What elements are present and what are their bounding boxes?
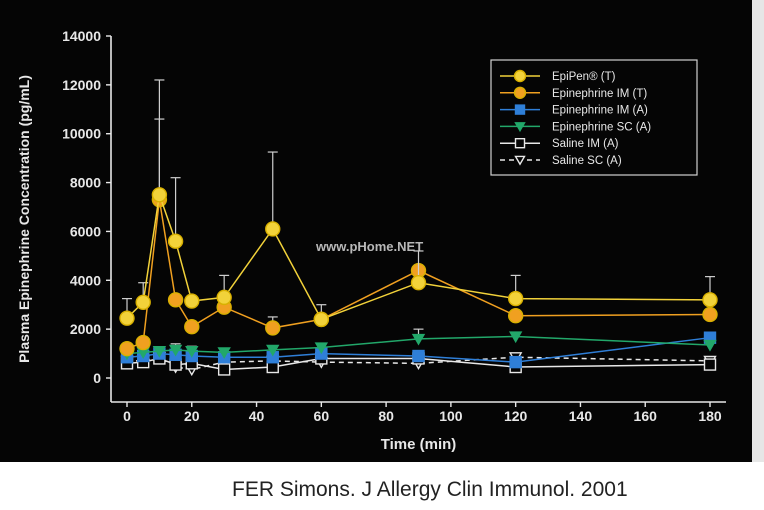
data-point <box>313 311 330 328</box>
chart-svg: 0 2000 4000 6000 8000 10000 12000 14000 0 20 40 60 8… <box>16 28 726 453</box>
legend-label: Saline SC (A) <box>552 155 622 167</box>
y-tick-label: 8000 <box>70 175 101 191</box>
x-tick-label: 120 <box>504 408 528 424</box>
legend-marker <box>514 137 526 149</box>
x-tick-label: 160 <box>634 408 658 424</box>
data-point <box>135 294 151 310</box>
y-tick-label: 10000 <box>62 126 101 142</box>
data-point <box>509 355 522 369</box>
data-point <box>135 334 151 351</box>
legend-marker <box>514 155 526 166</box>
x-tick-label: 180 <box>698 408 722 424</box>
y-tick-label: 2000 <box>70 321 101 337</box>
data-point <box>411 333 426 346</box>
data-point <box>265 221 281 237</box>
data-point <box>152 346 167 358</box>
y-axis-label: Plasma Epinephrine Concentration (pg/mL) <box>16 75 32 363</box>
data-point <box>508 331 523 344</box>
data-point <box>217 363 231 376</box>
data-point <box>184 293 200 309</box>
data-point <box>184 319 200 335</box>
legend-label: EpiPen® (T) <box>552 71 616 83</box>
data-point <box>412 349 425 363</box>
legend-marker <box>514 122 526 133</box>
legend: EpiPen® (T) Epinephrine IM (T) Epinephrine… <box>490 59 698 176</box>
legend-label: Epinephrine IM (A) <box>552 105 648 117</box>
x-axis-label: Time (min) <box>381 436 457 453</box>
data-point <box>216 289 232 306</box>
chart-panel: 0 2000 4000 6000 8000 10000 12000 14000 0 20 40 60 8… <box>0 0 752 462</box>
y-tick-label: 4000 <box>70 272 101 288</box>
legend-marker <box>513 69 527 83</box>
x-tick-label: 100 <box>439 408 463 424</box>
data-point <box>410 275 427 291</box>
series-3 <box>120 328 717 361</box>
x-tick-label: 40 <box>249 408 265 424</box>
x-tick-label: 140 <box>569 408 593 424</box>
y-tick-label: 12000 <box>62 77 101 93</box>
legend-marker <box>514 104 526 115</box>
legend-label: Epinephrine IM (T) <box>552 88 647 100</box>
data-point <box>185 346 199 358</box>
x-tick-label: 20 <box>184 408 200 424</box>
data-point <box>265 320 281 336</box>
watermark-text: www.pHome.NET <box>315 239 423 254</box>
data-point <box>507 290 524 307</box>
y-tick-label: 14000 <box>62 28 101 44</box>
data-point <box>119 310 135 326</box>
legend-label: Saline IM (A) <box>552 138 619 150</box>
y-tick-label: 6000 <box>70 223 101 239</box>
data-point <box>168 344 183 357</box>
data-point <box>217 347 231 359</box>
data-point <box>703 339 717 352</box>
citation-text: FER Simons. J Allergy Clin Immunol. 2001 <box>232 478 628 501</box>
data-point <box>119 340 135 357</box>
legend-marker <box>513 86 527 100</box>
legend-label: Epinephrine SC (A) <box>552 121 651 133</box>
x-tick-label: 80 <box>378 408 394 424</box>
data-point <box>703 358 717 371</box>
x-tick-label: 60 <box>314 408 330 424</box>
data-point <box>151 187 168 203</box>
data-point <box>702 306 718 323</box>
data-point <box>314 342 329 355</box>
data-point <box>167 233 184 249</box>
data-point <box>507 308 524 324</box>
data-point <box>266 344 280 357</box>
right-border-strip <box>752 0 764 462</box>
series-0 <box>119 79 718 328</box>
y-tick-label: 0 <box>93 370 101 386</box>
x-tick-label: 0 <box>123 408 131 424</box>
data-point <box>702 292 718 308</box>
data-point <box>167 292 184 308</box>
